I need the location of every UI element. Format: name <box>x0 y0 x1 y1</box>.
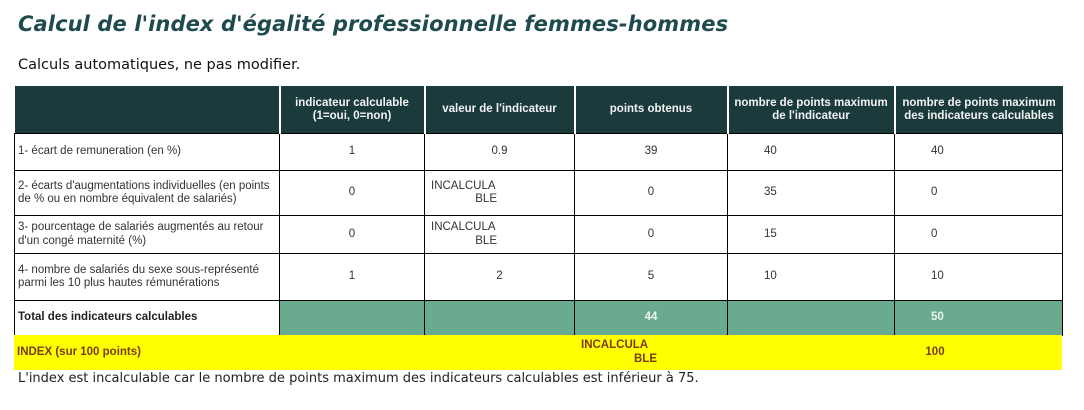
index-row: INDEX (sur 100 points) INCALCULA BLE 100 <box>14 335 1062 370</box>
header-indicator <box>14 86 280 134</box>
header-calculable: indicateur calculable (1=oui, 0=non) <box>278 86 425 134</box>
calculable-cell[interactable]: 0 <box>279 215 425 254</box>
points-cell[interactable]: 0 <box>574 170 728 216</box>
index-table: indicateur calculable (1=oui, 0=non) val… <box>14 86 1063 336</box>
valeur-cell[interactable]: INCALCULA BLE <box>424 215 575 254</box>
footer-note: L'index est incalculable car le nombre d… <box>18 371 699 386</box>
points-cell[interactable]: 0 <box>574 215 728 254</box>
row-label[interactable]: 3- pourcentage de salariés augmentés au … <box>14 215 280 254</box>
calculable-cell[interactable]: 1 <box>279 133 425 171</box>
total-points-cell[interactable]: 44 <box>574 300 728 336</box>
table-row: 4- nombre de salariés du sexe sous-repré… <box>14 253 1063 301</box>
total-max-indicateur-cell[interactable] <box>727 300 895 336</box>
points-cell[interactable]: 39 <box>574 133 728 171</box>
valeur-cell[interactable]: INCALCULA BLE <box>424 170 575 216</box>
index-label[interactable]: INDEX (sur 100 points) <box>17 346 141 358</box>
table-row: 2- écarts d'augmentations individuelles … <box>14 170 1063 216</box>
index-value-line1: INCALCULA <box>581 339 649 351</box>
max-indicateur-cell[interactable]: 15 <box>727 215 895 254</box>
table-row: 3- pourcentage de salariés augmentés au … <box>14 215 1063 254</box>
page-title: Calcul de l'index d'égalité professionne… <box>18 12 729 36</box>
header-points: points obtenus <box>573 86 728 134</box>
total-valeur-cell[interactable] <box>424 300 575 336</box>
header-valeur: valeur de l'indicateur <box>423 86 575 134</box>
table-row: 1- écart de remuneration (en %) 1 0.9 39… <box>14 133 1063 171</box>
calculable-cell[interactable]: 1 <box>279 253 425 301</box>
header-max-indicateur: nombre de points maximum de l'indicateur <box>726 86 895 134</box>
index-value[interactable]: INCALCULA BLE <box>581 338 671 366</box>
header-row: indicateur calculable (1=oui, 0=non) val… <box>14 86 1063 134</box>
max-indicateur-cell[interactable]: 40 <box>727 133 895 171</box>
header-max-calculables: nombre de points maximum des indicateurs… <box>893 86 1063 134</box>
valeur-line1: INCALCULA <box>431 179 496 192</box>
max-indicateur-cell[interactable]: 10 <box>727 253 895 301</box>
total-calculable-cell[interactable] <box>279 300 425 336</box>
valeur-line2: BLE <box>475 234 497 247</box>
valeur-line1: INCALCULA <box>431 221 496 233</box>
row-label[interactable]: 1- écart de remuneration (en %) <box>14 133 280 171</box>
total-max-calculables-cell[interactable]: 50 <box>894 300 1063 336</box>
max-calculables-cell[interactable]: 0 <box>894 170 1063 216</box>
valeur-cell[interactable]: 2 <box>424 253 575 301</box>
max-indicateur-cell[interactable]: 35 <box>727 170 895 216</box>
points-cell[interactable]: 5 <box>574 253 728 301</box>
max-calculables-cell[interactable]: 40 <box>894 133 1063 171</box>
total-row: Total des indicateurs calculables 44 50 <box>14 300 1063 336</box>
valeur-cell[interactable]: 0.9 <box>424 133 575 171</box>
valeur-line2: BLE <box>475 193 497 205</box>
max-calculables-cell[interactable]: 0 <box>894 215 1063 254</box>
row-label[interactable]: 4- nombre de salariés du sexe sous-repré… <box>14 253 280 301</box>
index-value-line2: BLE <box>634 353 657 365</box>
index-max[interactable]: 100 <box>925 346 945 358</box>
calculable-cell[interactable]: 0 <box>279 170 425 216</box>
max-calculables-cell[interactable]: 10 <box>894 253 1063 301</box>
row-label[interactable]: 2- écarts d'augmentations individuelles … <box>14 170 280 216</box>
page-subtitle: Calculs automatiques, ne pas modifier. <box>18 57 301 73</box>
total-label[interactable]: Total des indicateurs calculables <box>14 300 280 336</box>
